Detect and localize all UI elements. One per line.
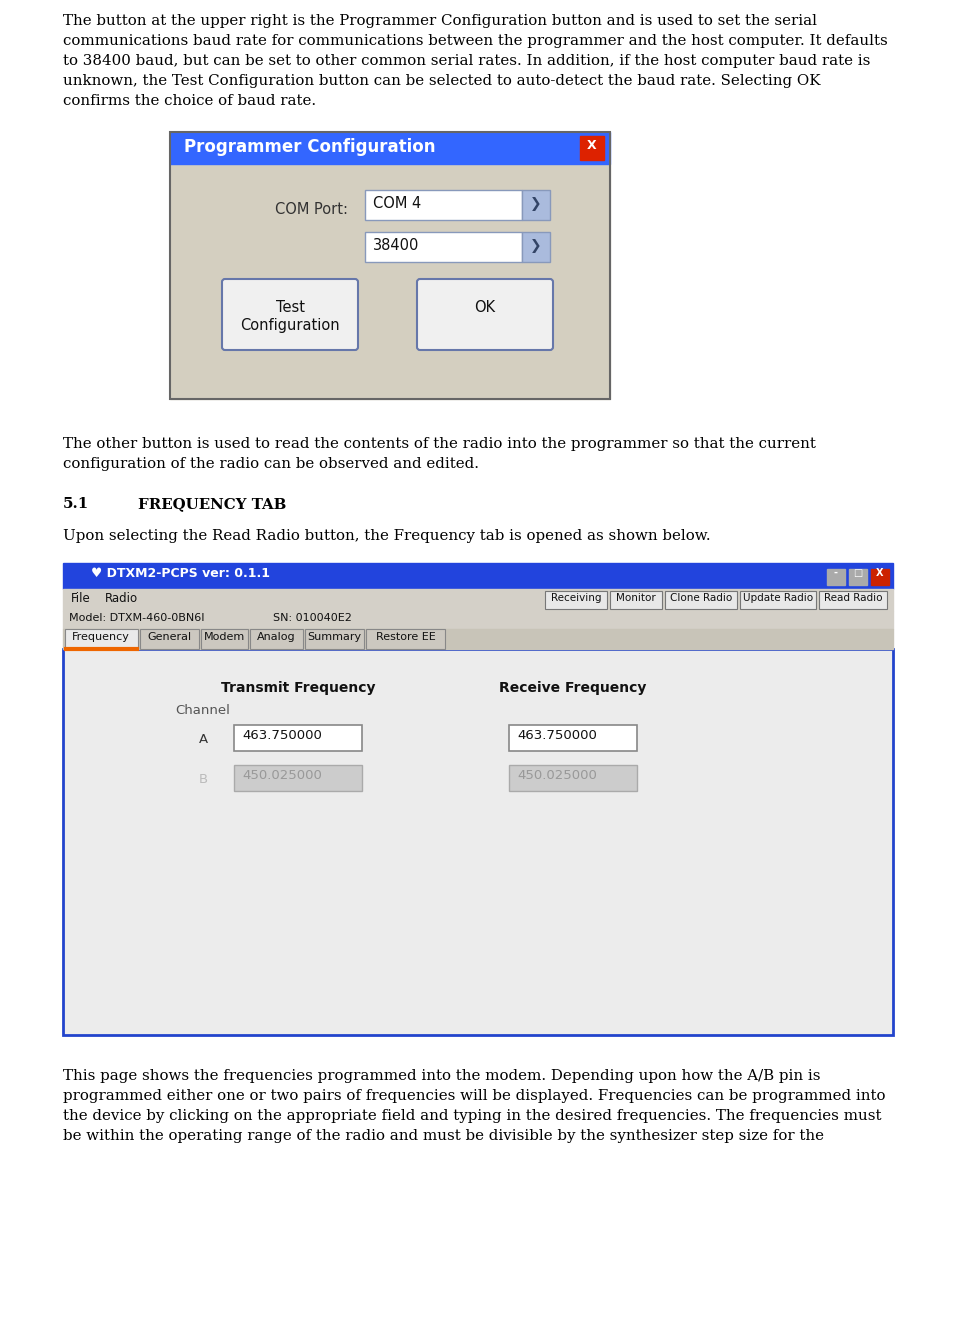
Bar [63, 629, 893, 649]
Text: Modem: Modem [203, 631, 245, 642]
Text: Configuration: Configuration [240, 318, 340, 332]
Text: Receive Frequency: Receive Frequency [499, 681, 647, 696]
FancyBboxPatch shape [417, 279, 553, 350]
Text: 463.750000: 463.750000 [242, 729, 322, 742]
Bar [234, 765, 362, 792]
Text: COM 4: COM 4 [373, 196, 421, 211]
Text: General: General [147, 631, 192, 642]
Text: X: X [587, 139, 597, 152]
Text: File: File [71, 591, 91, 605]
Text: Upon selecting the Read Radio button, the Frequency tab is opened as shown below: Upon selecting the Read Radio button, th… [63, 529, 711, 543]
Text: Update Radio: Update Radio [742, 593, 813, 603]
Text: communications baud rate for communications between the programmer and the host : communications baud rate for communicati… [63, 33, 888, 48]
Bar [170, 164, 610, 399]
Text: COM Port:: COM Port: [275, 202, 348, 218]
Text: Model: DTXM-460-0BN6I: Model: DTXM-460-0BN6I [69, 613, 204, 623]
Bar [580, 136, 604, 160]
Text: B: B [198, 773, 208, 786]
Text: confirms the choice of baud rate.: confirms the choice of baud rate. [63, 93, 316, 108]
Text: the device by clicking on the appropriate field and typing in the desired freque: the device by clicking on the appropriat… [63, 1109, 881, 1123]
FancyBboxPatch shape [545, 591, 607, 609]
FancyBboxPatch shape [222, 279, 358, 350]
FancyBboxPatch shape [819, 591, 887, 609]
Text: Test: Test [275, 300, 304, 315]
FancyBboxPatch shape [366, 629, 445, 649]
Text: 450.025000: 450.025000 [517, 769, 597, 782]
Text: OK: OK [475, 300, 496, 315]
Bar [365, 232, 522, 262]
Bar [170, 132, 610, 164]
Text: Programmer Configuration: Programmer Configuration [184, 138, 435, 156]
Text: Clone Radio: Clone Radio [670, 593, 732, 603]
Text: Frequency: Frequency [72, 631, 130, 642]
Text: programmed either one or two pairs of frequencies will be displayed. Frequencies: programmed either one or two pairs of fr… [63, 1089, 886, 1103]
Text: Radio: Radio [105, 591, 138, 605]
Text: to 38400 baud, but can be set to other common serial rates. In addition, if the : to 38400 baud, but can be set to other c… [63, 53, 871, 68]
FancyBboxPatch shape [304, 629, 364, 649]
Text: ♥ DTXM2-PCPS ver: 0.1.1: ♥ DTXM2-PCPS ver: 0.1.1 [91, 567, 270, 579]
Text: 463.750000: 463.750000 [517, 729, 597, 742]
Text: A: A [198, 733, 208, 746]
Text: configuration of the radio can be observed and edited.: configuration of the radio can be observ… [63, 457, 479, 471]
Bar [871, 569, 889, 585]
Bar [509, 725, 637, 752]
Bar [170, 132, 610, 399]
Text: FREQUENCY TAB: FREQUENCY TAB [138, 497, 286, 511]
Bar [63, 649, 893, 1035]
Text: Channel: Channel [175, 704, 230, 717]
Bar [827, 569, 845, 585]
Text: Receiving: Receiving [551, 593, 601, 603]
Text: 38400: 38400 [373, 238, 419, 254]
Text: SN: 010040E2: SN: 010040E2 [273, 613, 351, 623]
Text: Monitor: Monitor [616, 593, 656, 603]
Text: Read Radio: Read Radio [823, 593, 882, 603]
FancyBboxPatch shape [249, 629, 302, 649]
Text: Summary: Summary [307, 631, 361, 642]
Bar [522, 232, 550, 262]
Text: Transmit Frequency: Transmit Frequency [221, 681, 376, 696]
FancyBboxPatch shape [201, 629, 247, 649]
Text: ❯: ❯ [531, 198, 542, 211]
Bar [63, 563, 893, 589]
Bar [63, 589, 893, 611]
Text: Restore EE: Restore EE [376, 631, 435, 642]
FancyBboxPatch shape [665, 591, 737, 609]
Text: □: □ [853, 567, 863, 578]
Bar [849, 569, 867, 585]
Text: 5.1: 5.1 [63, 497, 90, 511]
Text: The button at the upper right is the Programmer Configuration button and is used: The button at the upper right is the Pro… [63, 13, 817, 28]
Text: ❯: ❯ [531, 239, 542, 254]
Text: X: X [876, 567, 884, 578]
Bar [509, 765, 637, 792]
FancyBboxPatch shape [140, 629, 199, 649]
Bar [63, 611, 893, 629]
Text: Analog: Analog [257, 631, 296, 642]
Bar [365, 190, 522, 220]
Text: This page shows the frequencies programmed into the modem. Depending upon how th: This page shows the frequencies programm… [63, 1069, 820, 1083]
FancyBboxPatch shape [65, 629, 138, 649]
Text: 450.025000: 450.025000 [242, 769, 322, 782]
FancyBboxPatch shape [740, 591, 816, 609]
Bar [234, 725, 362, 752]
Text: be within the operating range of the radio and must be divisible by the synthesi: be within the operating range of the rad… [63, 1129, 824, 1143]
Text: unknown, the Test Configuration button can be selected to auto-detect the baud r: unknown, the Test Configuration button c… [63, 73, 820, 88]
FancyBboxPatch shape [610, 591, 662, 609]
Text: The other button is used to read the contents of the radio into the programmer s: The other button is used to read the con… [63, 437, 816, 451]
Bar [522, 190, 550, 220]
Text: -: - [834, 567, 838, 578]
